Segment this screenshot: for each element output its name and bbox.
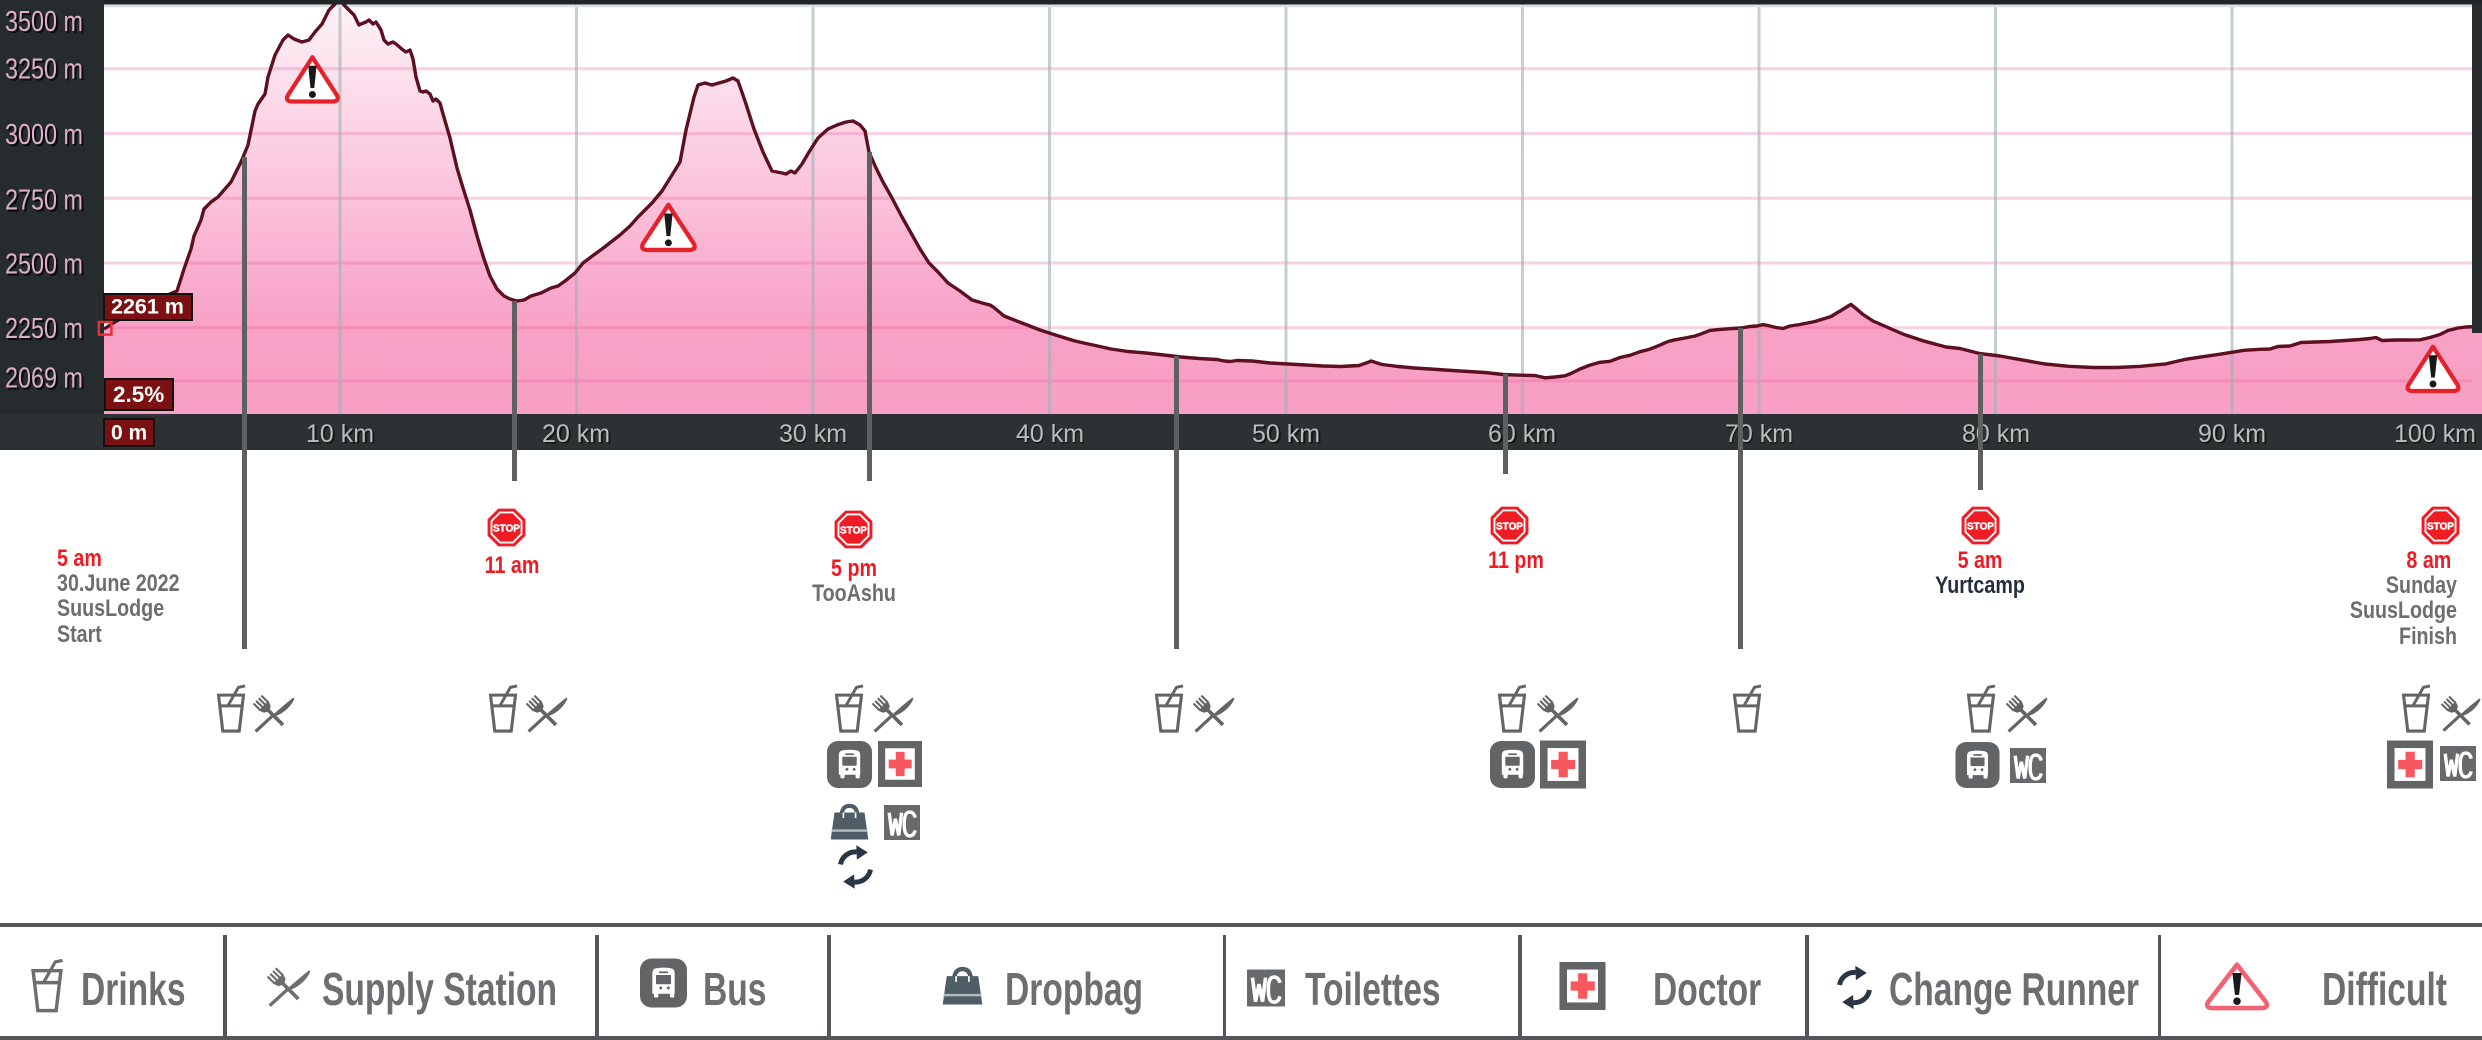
svg-text:90 km: 90 km [2198, 420, 2266, 448]
svg-text:70 km: 70 km [1725, 420, 1793, 448]
svg-text:40 km: 40 km [1017, 422, 1085, 450]
svg-text:2500 m: 2500 m [7, 251, 85, 283]
svg-text:40 km: 40 km [1016, 420, 1084, 448]
svg-text:100 km: 100 km [2396, 422, 2478, 450]
svg-text:10 km: 10 km [306, 420, 374, 448]
svg-text:2069 m: 2069 m [7, 365, 85, 397]
svg-text:2250 m: 2250 m [5, 313, 83, 345]
svg-text:80 km: 80 km [1962, 420, 2030, 448]
svg-text:80 km: 80 km [1963, 422, 2031, 450]
svg-text:3000 m: 3000 m [5, 119, 83, 151]
svg-text:3500 m: 3500 m [5, 6, 83, 38]
svg-text:2500 m: 2500 m [5, 249, 83, 281]
svg-text:3500 m: 3500 m [7, 8, 85, 40]
svg-text:20 km: 20 km [542, 420, 610, 448]
svg-text:2750 m: 2750 m [7, 187, 85, 219]
svg-text:30 km: 30 km [780, 422, 848, 450]
svg-text:50 km: 50 km [1254, 422, 1322, 450]
svg-text:2261 m: 2261 m [111, 295, 184, 319]
svg-text:2750 m: 2750 m [5, 185, 83, 217]
svg-text:3250 m: 3250 m [5, 54, 83, 86]
svg-text:70 km: 70 km [1726, 422, 1794, 450]
svg-text:2250 m: 2250 m [7, 315, 85, 347]
svg-text:2.5%: 2.5% [113, 382, 164, 407]
svg-text:30 km: 30 km [779, 420, 847, 448]
svg-text:100 km: 100 km [2394, 420, 2476, 448]
svg-text:0 m: 0 m [111, 422, 147, 445]
svg-text:60 km: 60 km [1488, 420, 1556, 448]
svg-text:2069 m: 2069 m [5, 363, 83, 395]
svg-text:10 km: 10 km [308, 422, 376, 450]
svg-text:3000 m: 3000 m [7, 121, 85, 153]
svg-text:90 km: 90 km [2200, 422, 2268, 450]
svg-text:60 km: 60 km [1490, 422, 1558, 450]
svg-text:3250 m: 3250 m [7, 56, 85, 88]
svg-text:20 km: 20 km [544, 422, 612, 450]
svg-text:50 km: 50 km [1252, 420, 1320, 448]
